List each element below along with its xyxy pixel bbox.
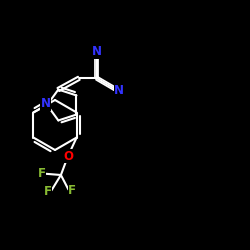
Text: F: F — [38, 167, 46, 180]
Text: F: F — [44, 185, 52, 198]
Text: N: N — [114, 84, 124, 97]
Text: N: N — [41, 97, 51, 110]
Text: O: O — [63, 150, 73, 163]
Text: N: N — [92, 45, 102, 58]
Text: F: F — [68, 184, 76, 197]
